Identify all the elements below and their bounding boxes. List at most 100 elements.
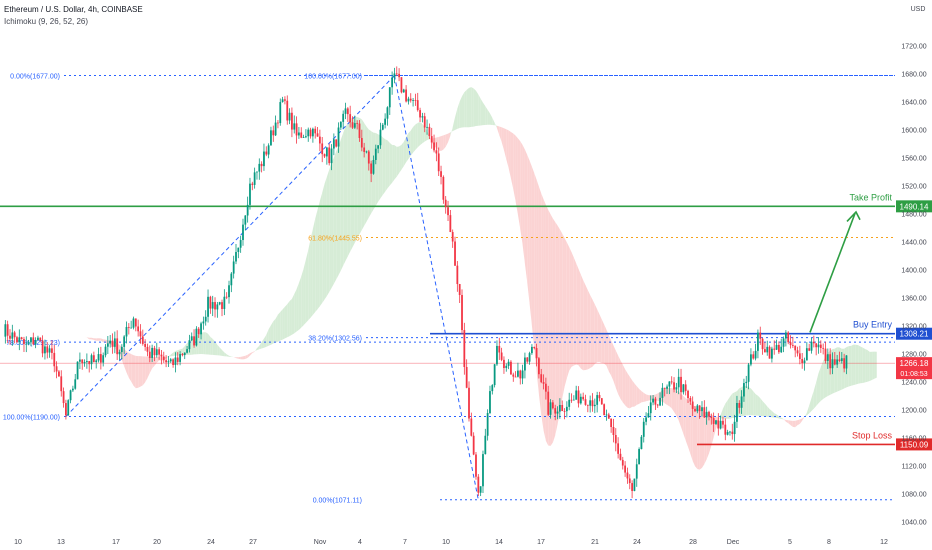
cloud-segment bbox=[252, 351, 255, 354]
candle-body bbox=[267, 145, 270, 155]
candle-body bbox=[51, 348, 53, 353]
price-tick: 1080.00 bbox=[901, 491, 926, 498]
candle-body bbox=[307, 129, 310, 137]
buy_entry-price-tag bbox=[896, 327, 932, 340]
cloud-segment bbox=[173, 351, 176, 357]
candle-body bbox=[239, 240, 242, 248]
chart-title: Ethereum / U.S. Dollar, 4h, COINBASE bbox=[4, 5, 143, 14]
cloud-segment bbox=[559, 229, 563, 413]
candle-body bbox=[370, 163, 373, 174]
cloud-segment bbox=[792, 420, 796, 428]
time-tick: 4 bbox=[358, 539, 362, 546]
cloud-segment bbox=[324, 176, 327, 300]
fib-swing-down bbox=[393, 75, 479, 500]
cloud-segment bbox=[152, 356, 155, 369]
candle-body bbox=[437, 153, 440, 172]
cloud-segment bbox=[569, 247, 572, 371]
candle-body bbox=[325, 147, 328, 157]
candle-body bbox=[291, 112, 293, 130]
cloud-segment bbox=[732, 392, 735, 418]
candle-body bbox=[32, 337, 35, 345]
cloud-segment bbox=[65, 330, 69, 333]
candle-body bbox=[356, 123, 359, 124]
price-tick: 1400.00 bbox=[901, 267, 926, 274]
candle-body bbox=[83, 362, 86, 364]
cloud-segment bbox=[284, 304, 288, 339]
candle-body bbox=[540, 374, 543, 383]
cloud-segment bbox=[860, 346, 863, 384]
cloud-segment bbox=[100, 338, 104, 343]
cloud-segment bbox=[853, 344, 856, 386]
candle-body bbox=[85, 361, 88, 363]
candle-body bbox=[826, 354, 829, 361]
candle-body bbox=[311, 128, 314, 137]
price-tick: 1360.00 bbox=[901, 295, 926, 302]
cloud-segment bbox=[319, 192, 323, 307]
candle-body bbox=[831, 359, 834, 369]
cloud-segment bbox=[347, 119, 351, 257]
candle-body bbox=[221, 302, 223, 309]
cloud-segment bbox=[636, 386, 640, 405]
cloud-segment bbox=[587, 290, 591, 370]
cloud-segment bbox=[578, 268, 581, 369]
cloud-segment bbox=[82, 335, 85, 337]
cloud-segment bbox=[643, 392, 647, 402]
candle-body bbox=[794, 345, 797, 351]
cloud-segment bbox=[86, 337, 90, 340]
cloud-segment bbox=[613, 345, 616, 388]
cloud-segment bbox=[247, 353, 250, 358]
cloud-segment bbox=[487, 109, 490, 125]
cloud-segment bbox=[357, 116, 360, 239]
cloud-segment bbox=[806, 405, 810, 416]
candle-body bbox=[542, 382, 545, 384]
cloud-segment bbox=[753, 391, 756, 416]
fibonacci-lines: 0.00%(1677.00)78.60%(1296.23)100.00%(119… bbox=[3, 74, 895, 505]
candle-body bbox=[309, 129, 312, 137]
candle-body bbox=[253, 172, 256, 185]
candle-body bbox=[736, 402, 738, 422]
cloud-segment bbox=[401, 141, 404, 170]
candle-body bbox=[614, 434, 617, 444]
candle-body bbox=[258, 163, 261, 172]
cloud-segment bbox=[336, 146, 339, 280]
candle-body bbox=[88, 361, 91, 365]
candle-body bbox=[67, 400, 70, 416]
cloud-segment bbox=[641, 390, 644, 403]
cloud-segment bbox=[788, 420, 791, 426]
candles bbox=[4, 66, 848, 499]
candle-body bbox=[750, 354, 752, 365]
time-tick: 14 bbox=[495, 539, 503, 546]
price-tick: 1480.00 bbox=[901, 211, 926, 218]
candle-body bbox=[367, 151, 370, 164]
candle-body bbox=[465, 367, 468, 388]
fib-left-label: 0.00%(1677.00) bbox=[10, 74, 60, 81]
candle-body bbox=[53, 352, 56, 367]
candle-body bbox=[99, 354, 102, 363]
candle-body bbox=[81, 359, 84, 364]
candle-body bbox=[270, 130, 272, 146]
candle-body bbox=[263, 151, 265, 167]
candle-body bbox=[349, 114, 352, 123]
cloud-segment bbox=[746, 386, 749, 416]
candle-body bbox=[284, 99, 286, 101]
cloud-segment bbox=[212, 338, 216, 356]
candle-body bbox=[305, 136, 307, 138]
candle-body bbox=[605, 414, 608, 416]
candle-body bbox=[13, 332, 16, 338]
candle-body bbox=[363, 147, 366, 152]
candle-body bbox=[179, 354, 181, 362]
cloud-segment bbox=[389, 142, 393, 186]
cloud-segment bbox=[536, 179, 539, 395]
cloud-segment bbox=[632, 380, 635, 407]
cloud-segment bbox=[249, 352, 253, 356]
cloud-segment bbox=[688, 400, 691, 454]
cloud-segment bbox=[350, 117, 353, 252]
candle-body bbox=[449, 215, 452, 233]
cloud-segment bbox=[541, 193, 544, 431]
cloud-segment bbox=[380, 135, 383, 199]
cloud-segment bbox=[331, 157, 334, 288]
cloud-segment bbox=[455, 108, 458, 131]
cloud-segment bbox=[867, 349, 870, 382]
cloud-segment bbox=[799, 418, 803, 424]
